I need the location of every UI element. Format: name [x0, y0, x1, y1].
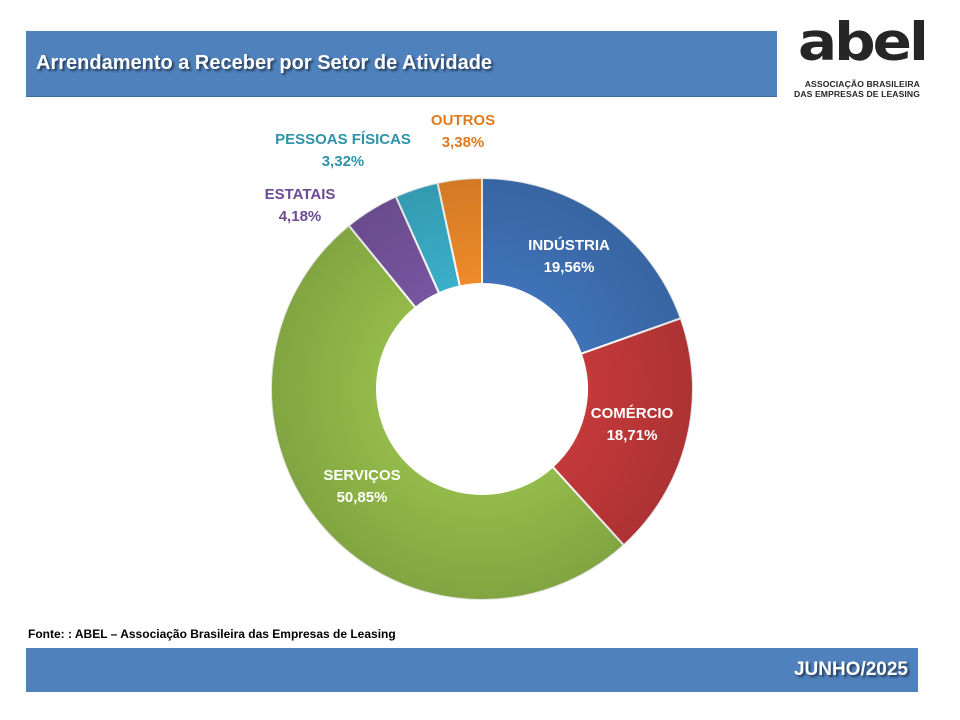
slice-value-label: 50,85% — [337, 489, 388, 506]
donut-chart: INDÚSTRIA 19,56% COMÉRCIO 18,71% SERVIÇOS 50,… — [265, 112, 694, 602]
footer-bar: JUNHO/2025 — [26, 648, 918, 692]
abel-logo: abel ASSOCIAÇÃO BRASILEIRA DAS EMPRESAS … — [792, 16, 929, 102]
slice-label: SERVIÇOS — [323, 467, 400, 484]
source-note: Fonte: : ABEL – Associação Brasileira da… — [28, 627, 396, 641]
slice-value-label: 3,38% — [442, 134, 485, 151]
logo-wordmark: abel — [798, 11, 929, 73]
slice-label: COMÉRCIO — [591, 405, 674, 422]
slice-value-label: 19,56% — [544, 259, 595, 276]
slice-value-label: 3,32% — [322, 153, 365, 170]
slice-label: PESSOAS FÍSICAS — [275, 131, 411, 148]
slice-label: OUTROS — [431, 112, 495, 129]
logo-subtitle-line2: DAS EMPRESAS DE LEASING — [794, 89, 920, 99]
slice-value-label: 18,71% — [607, 427, 658, 444]
slice-label: ESTATAIS — [265, 186, 336, 203]
page-title: Arrendamento a Receber por Setor de Ativ… — [36, 52, 493, 74]
slice-label: INDÚSTRIA — [528, 236, 610, 254]
logo-subtitle-line1: ASSOCIAÇÃO BRASILEIRA — [804, 79, 920, 89]
slice-value-label: 4,18% — [279, 208, 322, 225]
footer-date: JUNHO/2025 — [793, 659, 908, 680]
title-bar: Arrendamento a Receber por Setor de Ativ… — [26, 31, 777, 97]
